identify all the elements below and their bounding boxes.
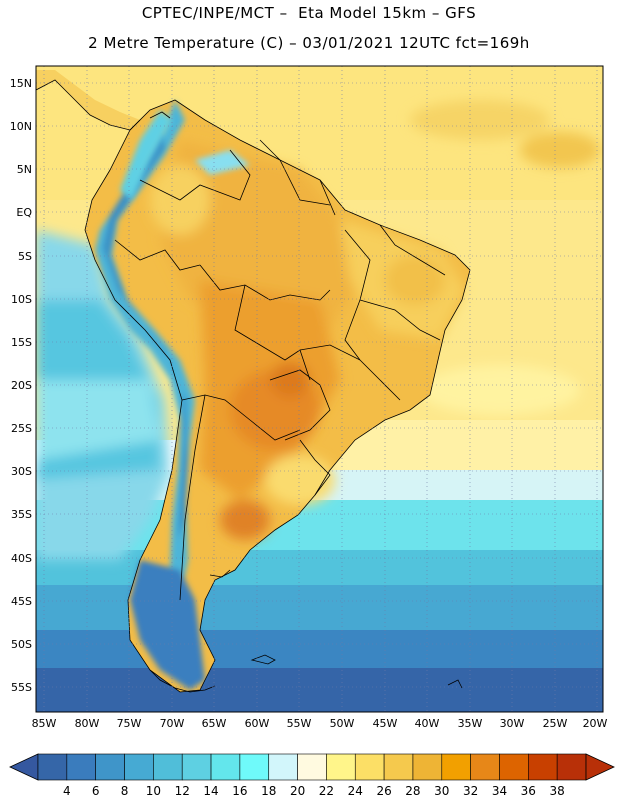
colorbar-swatch [326,753,356,781]
lon-label: 35W [458,717,483,730]
colorbar-labels: 4 6 8 10 12 14 16 18 20 22 24 26 28 30 32 34 36 38 [63,784,565,798]
country-borders [36,79,471,693]
lat-label: 55S [11,681,32,694]
colorbar-swatch [556,753,587,781]
colorbar-swatch [470,753,500,781]
coastlines [149,111,463,693]
lat-label: 35S [11,508,32,521]
colorbar: 4 6 8 10 12 14 16 18 20 22 24 26 28 30 32 34 36 38 [9,753,615,798]
lat-label: 15S [11,336,32,349]
lon-label: 60W [245,717,270,730]
lat-label: EQ [16,206,32,219]
field-midlat-teal [36,550,603,590]
lon-label: 55W [287,717,312,730]
lat-label: 5S [18,250,32,263]
colorbar-tick-label: 8 [121,784,129,798]
colorbar-tick-label: 10 [146,784,161,798]
colorbar-swatch [499,753,529,781]
colorbar-tick-label: 26 [376,784,391,798]
latitude-axis: 15N 10N 5N EQ 5S 10S 15S 20S 25S 30S 35S… [10,77,33,694]
colorbar-swatch [37,753,68,781]
lon-label: 45W [373,717,398,730]
colorbar-swatch [95,753,125,781]
andes-ridge [95,100,205,690]
colorbar-swatch [124,753,154,781]
lat-label: 10S [11,293,32,306]
colorbar-swatch [210,753,241,781]
colorbar-tick-label: 18 [261,784,276,798]
field-southern-ocean [36,585,603,635]
lat-label: 30S [11,465,32,478]
lon-label: 80W [75,717,100,730]
lat-label: 50S [11,638,32,651]
field-polar-blue-2 [36,668,603,712]
field-polar-blue-1 [36,630,603,670]
central-america-land [36,70,140,130]
colorbar-tick-label: 16 [232,784,247,798]
lon-label: 40W [415,717,440,730]
lon-label: 30W [500,717,525,730]
map-title-line-2: 2 Metre Temperature (C) – 03/01/2021 12U… [88,34,530,52]
colorbar-swatch [239,753,270,781]
colorbar-tick-label: 32 [463,784,478,798]
map-title-line-1: CPTEC/INPE/MCT – Eta Model 15km – GFS [141,4,477,22]
colorbar-tick-label: 4 [63,784,71,798]
land-heat-structure [150,140,465,540]
colorbar-tick-label: 14 [203,784,218,798]
atlantic-warm-patches [410,100,600,415]
colorbar-tick-label: 36 [521,784,536,798]
lon-label: 25W [543,717,568,730]
colorbar-swatch [528,753,558,781]
colorbar-tick-label: 38 [550,784,565,798]
colorbar-swatch [383,753,414,781]
colorbar-tick-label: 20 [290,784,305,798]
colorbar-tick-label: 22 [319,784,334,798]
graticule [36,66,603,712]
colorbar-swatches [37,753,587,781]
colorbar-right-arrow [585,753,615,781]
colorbar-swatch [441,753,471,781]
colorbar-swatch [66,753,96,781]
lat-label: 40S [11,552,32,565]
colorbar-tick-label: 12 [175,784,190,798]
colorbar-swatch [268,753,298,781]
colorbar-tick-label: 6 [92,784,100,798]
lon-label: 50W [330,717,355,730]
pacific-cold-tongue [36,230,170,560]
colorbar-swatch [181,753,212,781]
longitude-axis: 85W 80W 75W 70W 65W 60W 55W 50W 45W 40W … [32,717,608,730]
lon-label: 70W [160,717,185,730]
lat-label: 45S [11,595,32,608]
temperature-field [36,66,603,712]
colorbar-swatch [297,753,327,781]
colorbar-tick-label: 24 [348,784,363,798]
lat-label: 25S [11,422,32,435]
lat-label: 20S [11,379,32,392]
colorbar-swatch [354,753,385,781]
colorbar-swatch [153,753,183,781]
lon-label: 20W [583,717,608,730]
colorbar-tick-label: 34 [492,784,507,798]
colorbar-left-arrow [9,753,39,781]
lon-label: 75W [117,717,142,730]
lon-label: 85W [32,717,57,730]
lat-label: 15N [10,77,32,90]
colorbar-tick-label: 30 [434,784,449,798]
colorbar-tick-label: 28 [405,784,420,798]
lon-label: 65W [202,717,227,730]
map-frame [35,65,604,713]
colorbar-swatch [412,753,443,781]
lat-label: 5N [17,163,32,176]
lat-label: 10N [10,120,32,133]
